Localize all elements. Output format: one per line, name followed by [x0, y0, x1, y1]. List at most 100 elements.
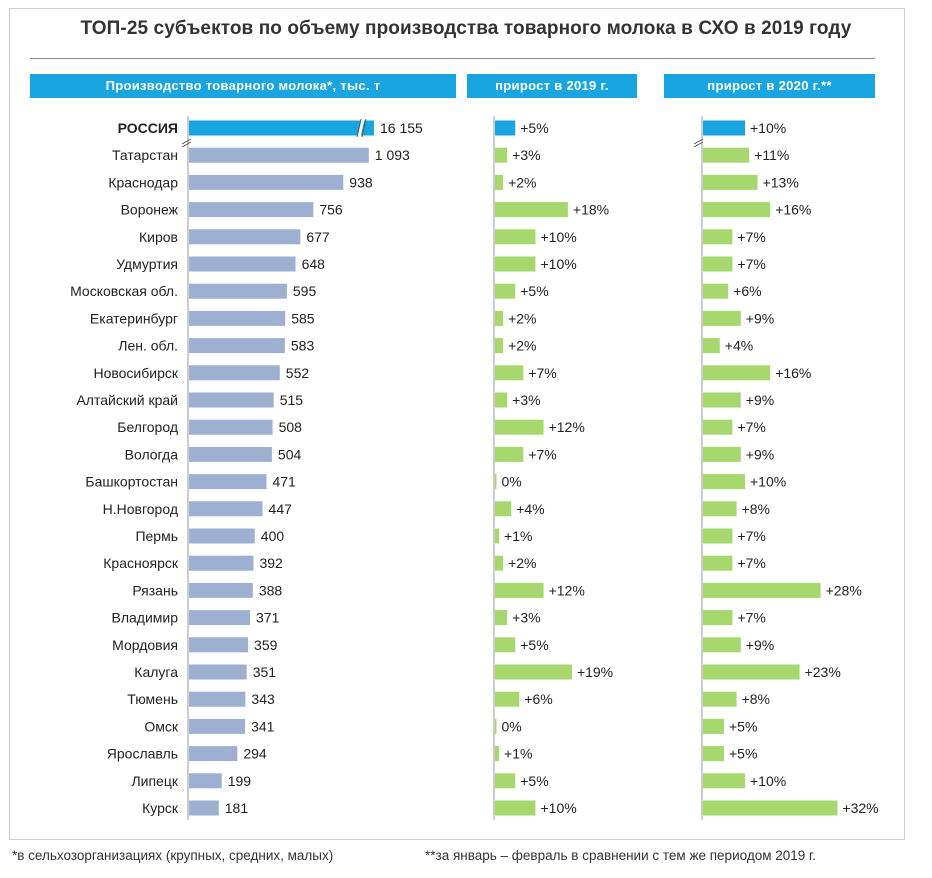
production-value-label: 371 [256, 610, 280, 626]
category-label: Калуга [134, 664, 178, 680]
growth-2019-value-label: +2% [508, 555, 536, 571]
category-label: Ярославль [107, 746, 178, 762]
growth-2019-value-label: +3% [512, 147, 540, 163]
growth-2019-value-label: 0% [502, 474, 522, 490]
category-label: Владимир [111, 610, 178, 626]
category-label: РОССИЯ [118, 120, 178, 136]
production-value-label: 1 093 [375, 147, 410, 163]
growth-2019-value-label: +5% [520, 773, 548, 789]
axis-break-mark [693, 141, 704, 148]
growth-2019-value-label: +5% [520, 637, 548, 653]
growth-2019-value-label: +3% [512, 610, 540, 626]
growth-2020-bar [703, 229, 733, 245]
category-label: Вологда [125, 446, 179, 462]
growth-2020-bar [703, 718, 724, 734]
production-bar [189, 501, 263, 517]
growth-2020-bar [703, 174, 758, 190]
growth-2019-bar [495, 147, 508, 163]
growth-2019-bar [495, 555, 504, 571]
category-label: Липецк [131, 773, 178, 789]
growth-2019-value-label: +2% [508, 338, 536, 354]
production-bar [189, 664, 247, 680]
production-value-label: 595 [293, 283, 317, 299]
category-label: Тюмень [127, 691, 178, 707]
growth-2020-bar [703, 800, 838, 816]
production-value-label: 515 [280, 392, 304, 408]
growth-2020-value-label: +23% [805, 664, 841, 680]
growth-2019-bar [495, 800, 536, 816]
growth-2019-bar [495, 283, 516, 299]
axis-break-mark [181, 138, 192, 145]
production-bar [189, 310, 286, 326]
growth-2020-value-label: +6% [733, 283, 761, 299]
growth-2019-bar [495, 446, 524, 462]
growth-2019-bar [495, 528, 500, 544]
category-label: Татарстан [112, 147, 178, 163]
growth-2019-bar [495, 691, 520, 707]
production-value-label: 583 [291, 338, 315, 354]
growth-2019-value-label: +12% [549, 419, 585, 435]
production-bar [189, 746, 238, 762]
axis-break-mark [693, 138, 704, 145]
header-production: Производство товарного молока*, тыс. т [30, 74, 456, 98]
growth-2020-value-label: +7% [737, 610, 765, 626]
growth-2019-bar [495, 229, 536, 245]
production-value-label: 359 [254, 637, 278, 653]
category-label: Рязань [132, 582, 178, 598]
category-label: Екатеринбург [90, 310, 178, 326]
growth-2019-bar [495, 664, 572, 680]
production-bar [189, 637, 249, 653]
production-value-label: 294 [243, 746, 267, 762]
growth-2019-value-label: +19% [577, 664, 613, 680]
production-value-label: 388 [259, 582, 283, 598]
production-value-label: 756 [319, 202, 343, 218]
production-bar [189, 419, 273, 435]
production-bar [189, 582, 253, 598]
production-value-label: 341 [251, 718, 275, 734]
production-value-label: 343 [251, 691, 275, 707]
production-bar [189, 365, 280, 381]
growth-2020-value-label: +28% [826, 582, 862, 598]
category-label: Удмуртия [116, 256, 178, 272]
growth-2019-bar [495, 582, 544, 598]
growth-2020-bar [703, 256, 733, 272]
growth-2019-bar [495, 474, 497, 490]
footnote-right: **за январь – февраль в сравнении с тем … [425, 848, 817, 863]
chart-frame [9, 8, 905, 840]
category-label: Курск [142, 800, 179, 816]
production-bar [189, 229, 301, 245]
category-label: Новосибирск [93, 365, 178, 381]
footnote-left: *в сельхозорганизациях (крупных, средних… [12, 848, 334, 863]
growth-2020-bar [703, 746, 724, 762]
growth-2019-bar [495, 419, 544, 435]
category-label: Н.Новгород [103, 501, 178, 517]
growth-2019-bar [495, 773, 516, 789]
growth-2020-bar [703, 773, 745, 789]
growth-2019-value-label: +12% [549, 582, 585, 598]
growth-2019-value-label: +1% [504, 528, 532, 544]
header-growth-2020: прирост в 2020 г.** [664, 74, 875, 98]
growth-2020-bar [703, 637, 741, 653]
growth-2020-bar [703, 365, 771, 381]
growth-2019-bar [495, 120, 516, 136]
category-label: Лен. обл. [118, 338, 178, 354]
production-value-label: 677 [306, 229, 330, 245]
growth-2020-value-label: +10% [750, 773, 786, 789]
production-bar [189, 446, 272, 462]
growth-2020-bar [703, 555, 733, 571]
production-value-label: 508 [279, 419, 303, 435]
production-value-label: 648 [302, 256, 326, 272]
production-value-label: 392 [259, 555, 283, 571]
growth-2019-bar [495, 501, 512, 517]
growth-2020-value-label: +8% [742, 691, 770, 707]
growth-2019-value-label: 0% [502, 718, 522, 734]
category-label: Московская обл. [70, 283, 178, 299]
growth-2019-bar [495, 718, 497, 734]
growth-2020-value-label: +9% [746, 392, 774, 408]
category-label: Белгород [117, 419, 178, 435]
growth-2020-value-label: +7% [737, 555, 765, 571]
header-growth-2019: прирост в 2019 г. [467, 74, 637, 98]
growth-2020-value-label: +16% [775, 365, 811, 381]
growth-2019-value-label: +6% [524, 691, 552, 707]
growth-2019-value-label: +5% [520, 120, 548, 136]
